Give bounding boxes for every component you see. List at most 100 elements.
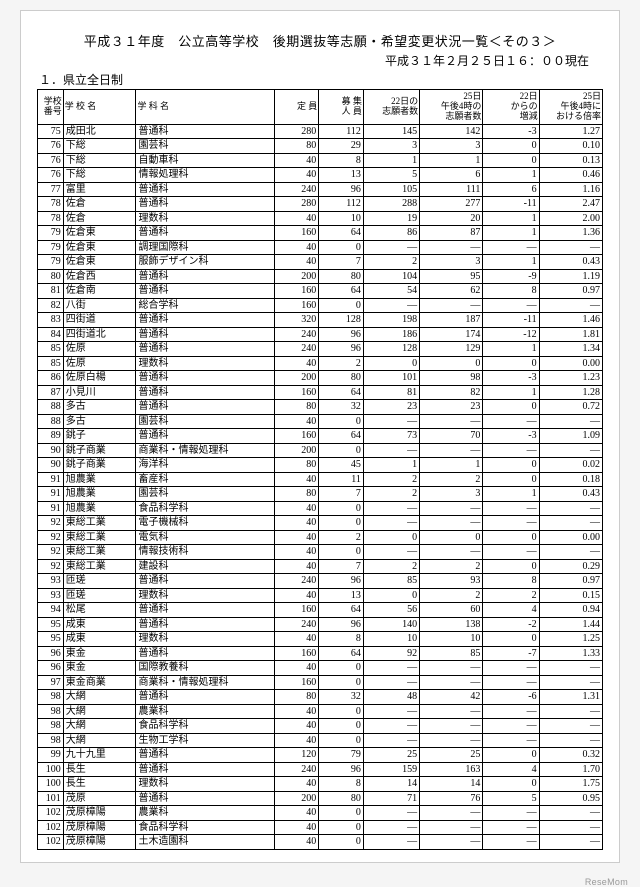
cell-app25: 174 [420, 327, 483, 342]
cell-num: 95 [38, 617, 64, 632]
table-row: 92東総工業情報技術科400———— [38, 545, 603, 560]
table-row: 78佐倉理数科4010192012.00 [38, 211, 603, 226]
cell-recruit: 10 [319, 211, 364, 226]
table-row: 101茂原普通科20080717650.95 [38, 791, 603, 806]
table-row: 95成東普通科24096140138-21.44 [38, 617, 603, 632]
cell-diff: 1 [483, 226, 539, 241]
cell-capacity: 40 [274, 211, 319, 226]
cell-app22: 10 [363, 632, 419, 647]
cell-app22: 159 [363, 762, 419, 777]
cell-app22: 2 [363, 255, 419, 270]
cell-app25: — [420, 501, 483, 516]
cell-app22: 105 [363, 182, 419, 197]
table-row: 86佐原白楊普通科2008010198-31.23 [38, 371, 603, 386]
cell-num: 87 [38, 385, 64, 400]
cell-school: 東総工業 [63, 530, 136, 545]
table-row: 98大網食品科学科400———— [38, 719, 603, 734]
cell-school: 佐倉 [63, 197, 136, 212]
cell-rate: — [539, 501, 602, 516]
table-row: 79佐倉東服飾デザイン科4072310.43 [38, 255, 603, 270]
cell-dept: 農業科 [136, 704, 274, 719]
cell-capacity: 200 [274, 443, 319, 458]
table-row: 91旭農業園芸科8072310.43 [38, 487, 603, 502]
table-body: 75成田北普通科280112145142-31.2776下総園芸科8029330… [38, 124, 603, 849]
cell-dept: 普通科 [136, 284, 274, 299]
cell-school: 旭農業 [63, 472, 136, 487]
cell-recruit: 13 [319, 168, 364, 183]
cell-diff: 8 [483, 574, 539, 589]
cell-num: 88 [38, 414, 64, 429]
cell-app25: — [420, 414, 483, 429]
cell-app22: — [363, 835, 419, 850]
cell-app22: — [363, 240, 419, 255]
cell-app25: — [420, 443, 483, 458]
cell-recruit: 29 [319, 139, 364, 154]
cell-app22: 54 [363, 284, 419, 299]
cell-rate: 1.16 [539, 182, 602, 197]
cell-app25: — [420, 240, 483, 255]
cell-app22: 0 [363, 588, 419, 603]
cell-app25: 85 [420, 646, 483, 661]
cell-recruit: 7 [319, 559, 364, 574]
cell-capacity: 40 [274, 559, 319, 574]
cell-num: 96 [38, 661, 64, 676]
cell-capacity: 240 [274, 342, 319, 357]
cell-dept: 園芸科 [136, 487, 274, 502]
cell-dept: 普通科 [136, 327, 274, 342]
cell-rate: 0.46 [539, 168, 602, 183]
cell-capacity: 40 [274, 516, 319, 531]
cell-num: 92 [38, 530, 64, 545]
cell-dept: 調理国際科 [136, 240, 274, 255]
cell-num: 101 [38, 791, 64, 806]
cell-dept: 普通科 [136, 269, 274, 284]
cell-num: 92 [38, 516, 64, 531]
cell-num: 76 [38, 153, 64, 168]
cell-app25: 98 [420, 371, 483, 386]
cell-app25: — [420, 835, 483, 850]
cell-recruit: 0 [319, 443, 364, 458]
cell-app22: 19 [363, 211, 419, 226]
cell-capacity: 40 [274, 820, 319, 835]
cell-capacity: 40 [274, 356, 319, 371]
table-row: 76下総園芸科80293300.10 [38, 139, 603, 154]
cell-school: 多古 [63, 400, 136, 415]
table-row: 88多古普通科8032232300.72 [38, 400, 603, 415]
cell-recruit: 45 [319, 458, 364, 473]
cell-app22: — [363, 806, 419, 821]
cell-recruit: 96 [319, 762, 364, 777]
cell-recruit: 11 [319, 472, 364, 487]
th-difference: 22日からの増減 [483, 90, 539, 125]
cell-app25: — [420, 516, 483, 531]
page-title: 平成３１年度 公立高等学校 後期選抜等志願・希望変更状況一覧＜その３＞ [37, 31, 603, 50]
cell-capacity: 120 [274, 748, 319, 763]
table-row: 102茂原樟陽農業科400———— [38, 806, 603, 821]
cell-diff: 1 [483, 211, 539, 226]
cell-num: 94 [38, 603, 64, 618]
cell-diff: 6 [483, 182, 539, 197]
cell-capacity: 40 [274, 661, 319, 676]
cell-school: 佐原 [63, 356, 136, 371]
table-row: 91旭農業畜産科40112200.18 [38, 472, 603, 487]
cell-app22: 86 [363, 226, 419, 241]
cell-dept: 商業科・情報処理科 [136, 443, 274, 458]
cell-rate: — [539, 516, 602, 531]
cell-rate: — [539, 733, 602, 748]
cell-rate: 1.36 [539, 226, 602, 241]
cell-school: 銚子商業 [63, 458, 136, 473]
cell-diff: 0 [483, 632, 539, 647]
cell-dept: 理数科 [136, 777, 274, 792]
cell-diff: -6 [483, 690, 539, 705]
cell-recruit: 8 [319, 153, 364, 168]
cell-app25: 62 [420, 284, 483, 299]
table-row: 99九十九里普通科12079252500.32 [38, 748, 603, 763]
cell-capacity: 40 [274, 632, 319, 647]
cell-num: 98 [38, 733, 64, 748]
cell-rate: 0.94 [539, 603, 602, 618]
cell-capacity: 40 [274, 704, 319, 719]
cell-app25: 138 [420, 617, 483, 632]
cell-school: 銚子商業 [63, 443, 136, 458]
cell-capacity: 40 [274, 733, 319, 748]
cell-school: 九十九里 [63, 748, 136, 763]
cell-school: 茂原樟陽 [63, 806, 136, 821]
table-row: 100長生普通科2409615916341.70 [38, 762, 603, 777]
